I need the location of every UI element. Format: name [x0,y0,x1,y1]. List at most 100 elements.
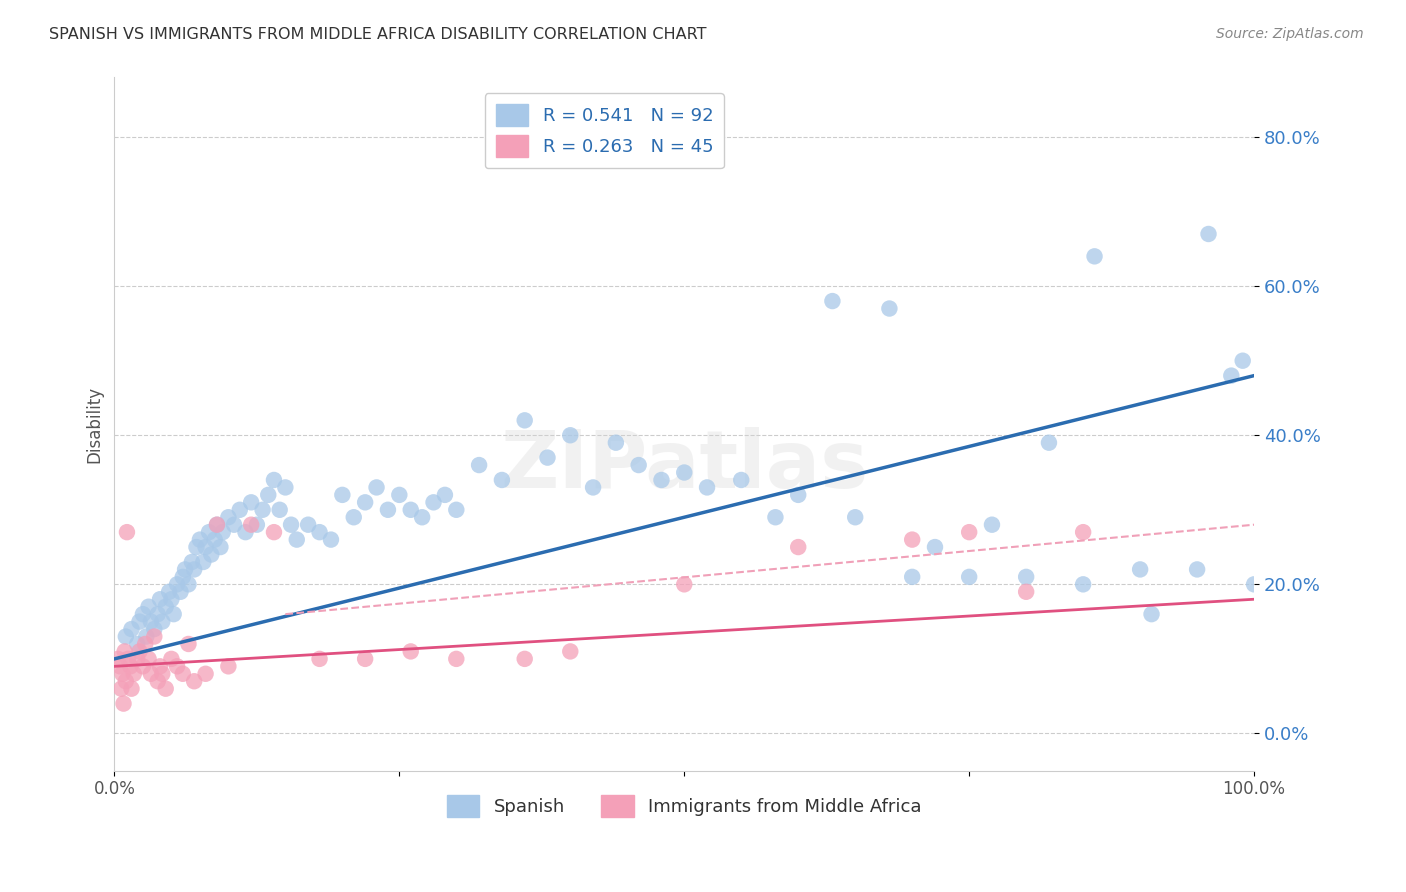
Point [673,577,696,591]
Point [377,503,399,517]
Point [188,533,211,547]
Point [235,525,257,540]
Point [240,495,263,509]
Point [1015,570,1038,584]
Point [166,577,188,591]
Point [246,517,269,532]
Point [114,674,136,689]
Point [163,607,186,622]
Point [180,555,202,569]
Point [143,622,166,636]
Point [229,503,252,517]
Point [205,517,228,532]
Point [1071,577,1094,591]
Point [166,659,188,673]
Point [146,607,169,622]
Point [155,599,177,614]
Point [446,652,468,666]
Point [200,548,222,562]
Point [1071,525,1094,540]
Point [366,480,388,494]
Point [110,681,132,696]
Point [127,637,149,651]
Point [150,666,173,681]
Y-axis label: Disability: Disability [86,385,103,463]
Point [673,466,696,480]
Point [879,301,901,316]
Point [981,517,1004,532]
Point [1220,368,1243,383]
Point [222,517,245,532]
Point [274,480,297,494]
Point [114,644,136,658]
Point [194,666,217,681]
Point [209,540,232,554]
Point [177,577,200,591]
Point [513,413,536,427]
Point [468,458,491,472]
Point [308,652,330,666]
Point [122,666,145,681]
Point [560,428,582,442]
Point [160,592,183,607]
Legend: Spanish, Immigrants from Middle Africa: Spanish, Immigrants from Middle Africa [440,788,929,824]
Point [446,503,468,517]
Point [433,488,456,502]
Point [650,473,672,487]
Point [138,599,160,614]
Point [536,450,558,465]
Point [388,488,411,502]
Point [901,533,924,547]
Point [121,622,143,636]
Point [627,458,650,472]
Point [1243,577,1265,591]
Point [107,652,129,666]
Point [257,488,280,502]
Point [121,681,143,696]
Point [1083,249,1105,263]
Point [172,666,194,681]
Point [183,674,205,689]
Point [297,517,319,532]
Point [263,473,285,487]
Point [399,644,422,658]
Point [280,517,302,532]
Point [308,525,330,540]
Point [422,495,444,509]
Text: SPANISH VS IMMIGRANTS FROM MIDDLE AFRICA DISABILITY CORRELATION CHART: SPANISH VS IMMIGRANTS FROM MIDDLE AFRICA… [49,27,707,42]
Point [957,570,980,584]
Point [354,652,377,666]
Point [765,510,787,524]
Point [146,674,169,689]
Point [127,652,149,666]
Point [143,630,166,644]
Point [560,644,582,658]
Point [211,525,233,540]
Point [198,525,221,540]
Point [513,652,536,666]
Point [217,510,239,524]
Point [150,615,173,629]
Point [411,510,433,524]
Point [1015,584,1038,599]
Point [204,533,226,547]
Text: Source: ZipAtlas.com: Source: ZipAtlas.com [1216,27,1364,41]
Point [285,533,308,547]
Point [901,570,924,584]
Point [149,592,172,607]
Point [821,294,844,309]
Point [115,525,138,540]
Point [844,510,866,524]
Point [787,540,810,554]
Point [157,584,180,599]
Point [263,525,285,540]
Point [1140,607,1163,622]
Point [139,666,162,681]
Point [343,510,366,524]
Point [957,525,980,540]
Point [205,517,228,532]
Point [330,488,353,502]
Point [134,637,156,651]
Point [696,480,718,494]
Point [169,584,191,599]
